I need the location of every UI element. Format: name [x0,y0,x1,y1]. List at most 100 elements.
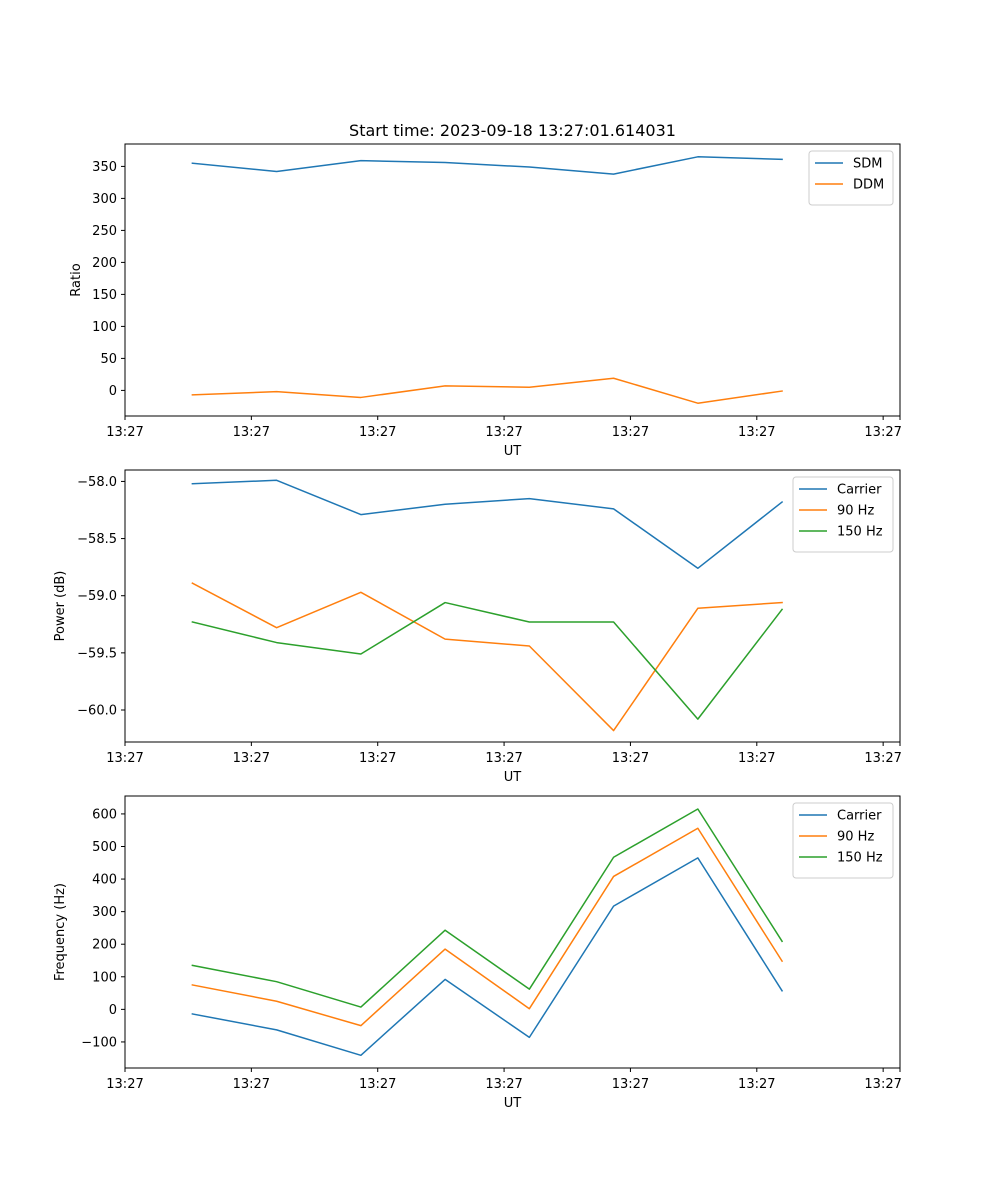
x-tick-label: 13:27 [864,1077,901,1092]
legend-label: SDM [853,157,882,172]
legend-label: DDM [853,178,884,193]
y-tick-label: 200 [92,256,117,271]
data-point [528,166,530,168]
data-point [781,990,783,992]
data-point [612,729,614,731]
y-tick-label: 400 [92,873,117,888]
x-axis-label: UT [504,444,522,459]
legend-frame [808,150,894,206]
x-tick-label: 13:27 [612,751,649,766]
data-point [191,621,193,623]
x-tick-label: 13:27 [738,751,775,766]
data-point [275,627,277,629]
data-point [275,390,277,392]
x-tick-label: 13:27 [612,1077,649,1092]
x-tick-label: 13:27 [233,751,270,766]
data-point [612,905,614,907]
data-point [612,377,614,379]
y-tick-label: 250 [92,224,117,239]
data-point [697,567,699,569]
x-tick-label: 13:27 [738,1077,775,1092]
y-tick-label: 100 [92,320,117,335]
y-tick-label: −59.5 [77,646,117,661]
data-point [275,641,277,643]
x-tick-label: 13:27 [864,425,901,440]
data-point [528,1008,530,1010]
panel-1: 13:27 13:27 13:27 13:27 13:27 13:27 13:27 0 50 10… [69,143,902,459]
data-point [444,638,446,640]
data-point [697,718,699,720]
y-tick-label: 100 [92,970,117,985]
data-point [528,621,530,623]
y-tick-label: 150 [92,288,117,303]
data-point [275,170,277,172]
data-point [697,156,699,158]
y-tick-label: −58.5 [77,532,117,547]
axes-frame [124,469,901,743]
figure-title: Start time: 2023-09-18 13:27:01.614031 [349,121,676,140]
y-tick-label: −100 [81,1035,117,1050]
data-point [612,173,614,175]
x-tick-label: 13:27 [106,425,143,440]
x-tick-label: 13:27 [233,425,270,440]
axes-frame [124,795,901,1069]
x-tick-label: 13:27 [485,751,522,766]
data-point [444,161,446,163]
y-tick-label: 0 [109,384,117,399]
data-point [781,158,783,160]
data-point [697,607,699,609]
data-point [360,396,362,398]
data-point [528,1036,530,1038]
data-point [360,1024,362,1026]
legend-label: 150 Hz [837,525,883,540]
legend: Carrier 90 Hz 150 Hz [792,476,894,553]
data-point [612,508,614,510]
y-tick-label: 350 [92,160,117,175]
legend: Carrier 90 Hz 150 Hz [792,802,894,879]
data-point [191,1013,193,1015]
x-tick-label: 13:27 [359,425,396,440]
panel-3: 13:27 13:27 13:27 13:27 13:27 13:27 13:27 −100 0… [53,795,902,1111]
data-point [191,162,193,164]
series-line-sdm [191,156,783,175]
legend-label: 90 Hz [837,504,874,519]
x-tick-label: 13:27 [359,1077,396,1092]
data-point [697,827,699,829]
y-axis-label: Power (dB) [53,571,68,642]
y-tick-label: 600 [92,807,117,822]
data-point [444,385,446,387]
legend: SDM DDM [808,150,894,206]
legend-frame [792,476,894,553]
data-point [781,608,783,610]
data-point [191,483,193,485]
data-point [781,601,783,603]
series-line-90-hz [191,827,784,1027]
y-axis-label: Frequency (Hz) [53,883,68,981]
data-point [191,582,193,584]
data-point [444,978,446,980]
x-tick-label: 13:27 [485,425,522,440]
x-axis-label: UT [504,1096,522,1111]
data-point [360,653,362,655]
y-axis-label: Ratio [69,263,84,296]
series-line-carrier [191,857,784,1057]
data-point [360,1054,362,1056]
y-tick-label: 0 [109,1003,117,1018]
axes-frame [124,143,901,417]
data-point [528,988,530,990]
x-tick-label: 13:27 [864,751,901,766]
y-tick-label: 50 [100,352,117,367]
data-point [444,503,446,505]
data-point [528,497,530,499]
data-point [697,808,699,810]
y-tick-label: 300 [92,192,117,207]
data-point [275,1000,277,1002]
panel-2: 13:27 13:27 13:27 13:27 13:27 13:27 13:27 −60.0… [53,469,902,785]
data-point [528,645,530,647]
y-tick-label: −60.0 [77,704,117,719]
data-point [360,591,362,593]
data-point [275,980,277,982]
data-point [191,984,193,986]
y-tick-label: −59.0 [77,589,117,604]
